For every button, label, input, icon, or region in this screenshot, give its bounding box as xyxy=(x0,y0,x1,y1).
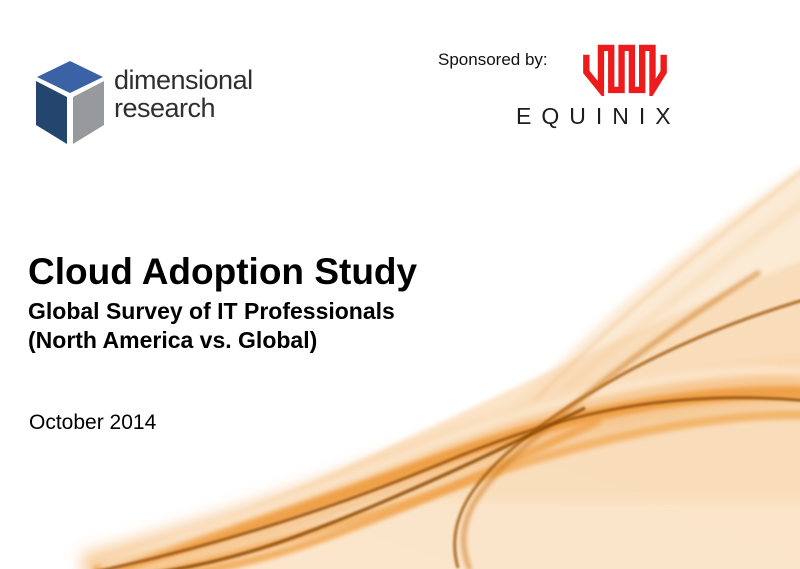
equinix-mark-icon xyxy=(583,44,667,96)
page-subtitle-line2: (North America vs. Global) xyxy=(28,327,318,353)
dimensional-research-wordmark: dimensional research xyxy=(114,66,253,122)
equinix-wordmark: EQUINIX xyxy=(516,103,681,129)
sponsored-by-label: Sponsored by: xyxy=(438,50,548,69)
page-title: Cloud Adoption Study xyxy=(28,251,418,292)
dimensional-research-wordmark-line2: research xyxy=(114,93,216,123)
page-subtitle-line1: Global Survey of IT Professionals xyxy=(28,298,395,324)
page-subtitle: Global Survey of IT Professionals (North… xyxy=(28,297,395,355)
dimensional-research-logo: dimensional research xyxy=(34,60,253,146)
dimensional-research-wordmark-line1: dimensional xyxy=(114,65,253,95)
publication-date: October 2014 xyxy=(29,411,157,434)
dimensional-research-cube-icon xyxy=(36,61,104,144)
